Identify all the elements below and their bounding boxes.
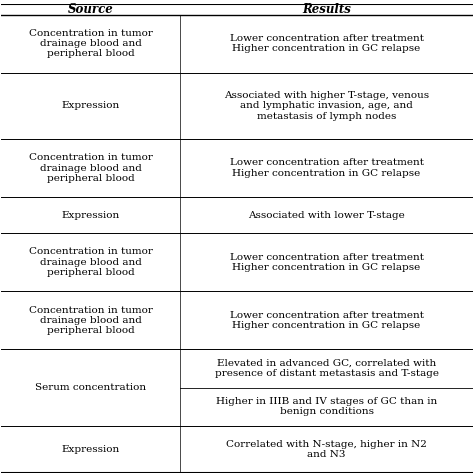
- Text: Source: Source: [68, 2, 114, 16]
- Text: Correlated with N-stage, higher in N2
and N3: Correlated with N-stage, higher in N2 an…: [226, 439, 427, 459]
- Text: Higher in IIIB and IV stages of GC than in
benign conditions: Higher in IIIB and IV stages of GC than …: [216, 397, 437, 417]
- Text: Expression: Expression: [62, 445, 120, 454]
- Text: Associated with lower T-stage: Associated with lower T-stage: [248, 211, 405, 220]
- Text: Results: Results: [302, 2, 351, 16]
- Text: Lower concentration after treatment
Higher concentration in GC relapse: Lower concentration after treatment High…: [229, 253, 424, 272]
- Text: Lower concentration after treatment
Higher concentration in GC relapse: Lower concentration after treatment High…: [229, 34, 424, 53]
- Text: Concentration in tumor
drainage blood and
peripheral blood: Concentration in tumor drainage blood an…: [29, 153, 153, 183]
- Text: Serum concentration: Serum concentration: [36, 383, 146, 392]
- Text: Lower concentration after treatment
Higher concentration in GC relapse: Lower concentration after treatment High…: [229, 158, 424, 178]
- Text: Associated with higher T-stage, venous
and lymphatic invasion, age, and
metastas: Associated with higher T-stage, venous a…: [224, 91, 429, 121]
- Text: Elevated in advanced GC, correlated with
presence of distant metastasis and T-st: Elevated in advanced GC, correlated with…: [215, 359, 438, 378]
- Text: Concentration in tumor
drainage blood and
peripheral blood: Concentration in tumor drainage blood an…: [29, 28, 153, 58]
- Text: Concentration in tumor
drainage blood and
peripheral blood: Concentration in tumor drainage blood an…: [29, 247, 153, 277]
- Text: Concentration in tumor
drainage blood and
peripheral blood: Concentration in tumor drainage blood an…: [29, 306, 153, 335]
- Text: Expression: Expression: [62, 211, 120, 220]
- Text: Expression: Expression: [62, 101, 120, 110]
- Text: Lower concentration after treatment
Higher concentration in GC relapse: Lower concentration after treatment High…: [229, 310, 424, 330]
